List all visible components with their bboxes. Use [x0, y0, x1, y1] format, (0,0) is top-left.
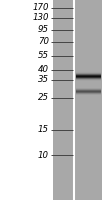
Text: 55: 55 — [38, 51, 49, 60]
Text: 130: 130 — [33, 14, 49, 22]
Text: 25: 25 — [38, 94, 49, 102]
Text: 35: 35 — [38, 75, 49, 84]
Bar — [53, 0, 73, 200]
Text: 95: 95 — [38, 25, 49, 34]
Text: 15: 15 — [38, 126, 49, 134]
Text: 170: 170 — [33, 3, 49, 12]
Text: 10: 10 — [38, 150, 49, 160]
Text: 70: 70 — [38, 38, 49, 46]
Text: 40: 40 — [38, 66, 49, 74]
Bar — [75, 0, 102, 200]
